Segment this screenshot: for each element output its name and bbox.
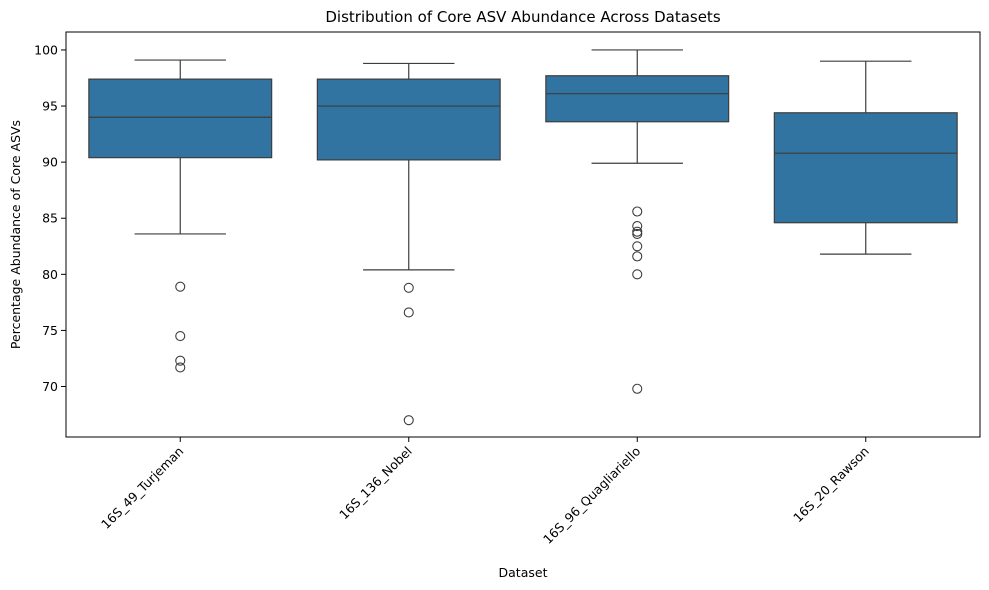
y-axis-label: Percentage Abundance of Core ASVs <box>8 120 23 349</box>
outlier-point <box>403 282 414 293</box>
x-axis-label: Dataset <box>499 565 548 580</box>
outlier-point <box>632 226 643 237</box>
outlier-point <box>632 221 643 232</box>
box-group <box>316 62 501 426</box>
box-group <box>545 49 730 394</box>
outlier-point <box>403 415 414 426</box>
box-group <box>773 60 958 255</box>
box-group <box>88 59 273 373</box>
outlier-point <box>175 281 186 292</box>
x-tick-label: 16S_49_Turjeman <box>98 444 186 532</box>
outlier-point <box>175 355 186 366</box>
box-iqr <box>545 75 730 123</box>
box-iqr <box>773 112 958 224</box>
outlier-point <box>403 307 414 318</box>
y-tick-label: 70 <box>42 379 58 394</box>
x-tick-label: 16S_96_Quagliariello <box>540 444 643 547</box>
x-tick-label: 16S_136_Nobel <box>336 444 415 523</box>
box-iqr <box>88 78 273 159</box>
plot-area <box>88 49 958 426</box>
outlier-point <box>632 228 643 239</box>
x-axis: 16S_49_Turjeman 16S_136_Nobel 16S_96_Quagl… <box>98 437 872 547</box>
y-tick-label: 80 <box>42 267 58 282</box>
chart-title: Distribution of Core ASV Abundance Acros… <box>325 8 720 26</box>
outlier-point <box>632 241 643 252</box>
outlier-point <box>632 269 643 280</box>
outlier-point <box>632 383 643 394</box>
y-tick-label: 75 <box>42 323 58 338</box>
box-iqr <box>316 78 501 161</box>
y-tick-label: 85 <box>42 211 58 226</box>
outlier-point <box>175 330 186 342</box>
y-tick-label: 100 <box>34 42 58 57</box>
outlier-point <box>175 362 186 373</box>
x-tick-label: 16S_20_Rawson <box>790 444 872 526</box>
outlier-point <box>632 251 643 262</box>
y-tick-label: 90 <box>42 155 58 170</box>
y-tick-label: 95 <box>42 99 58 114</box>
y-axis: 70 75 80 85 90 95 100 <box>34 42 66 394</box>
outlier-point <box>632 206 643 217</box>
plot-frame <box>65 31 981 438</box>
